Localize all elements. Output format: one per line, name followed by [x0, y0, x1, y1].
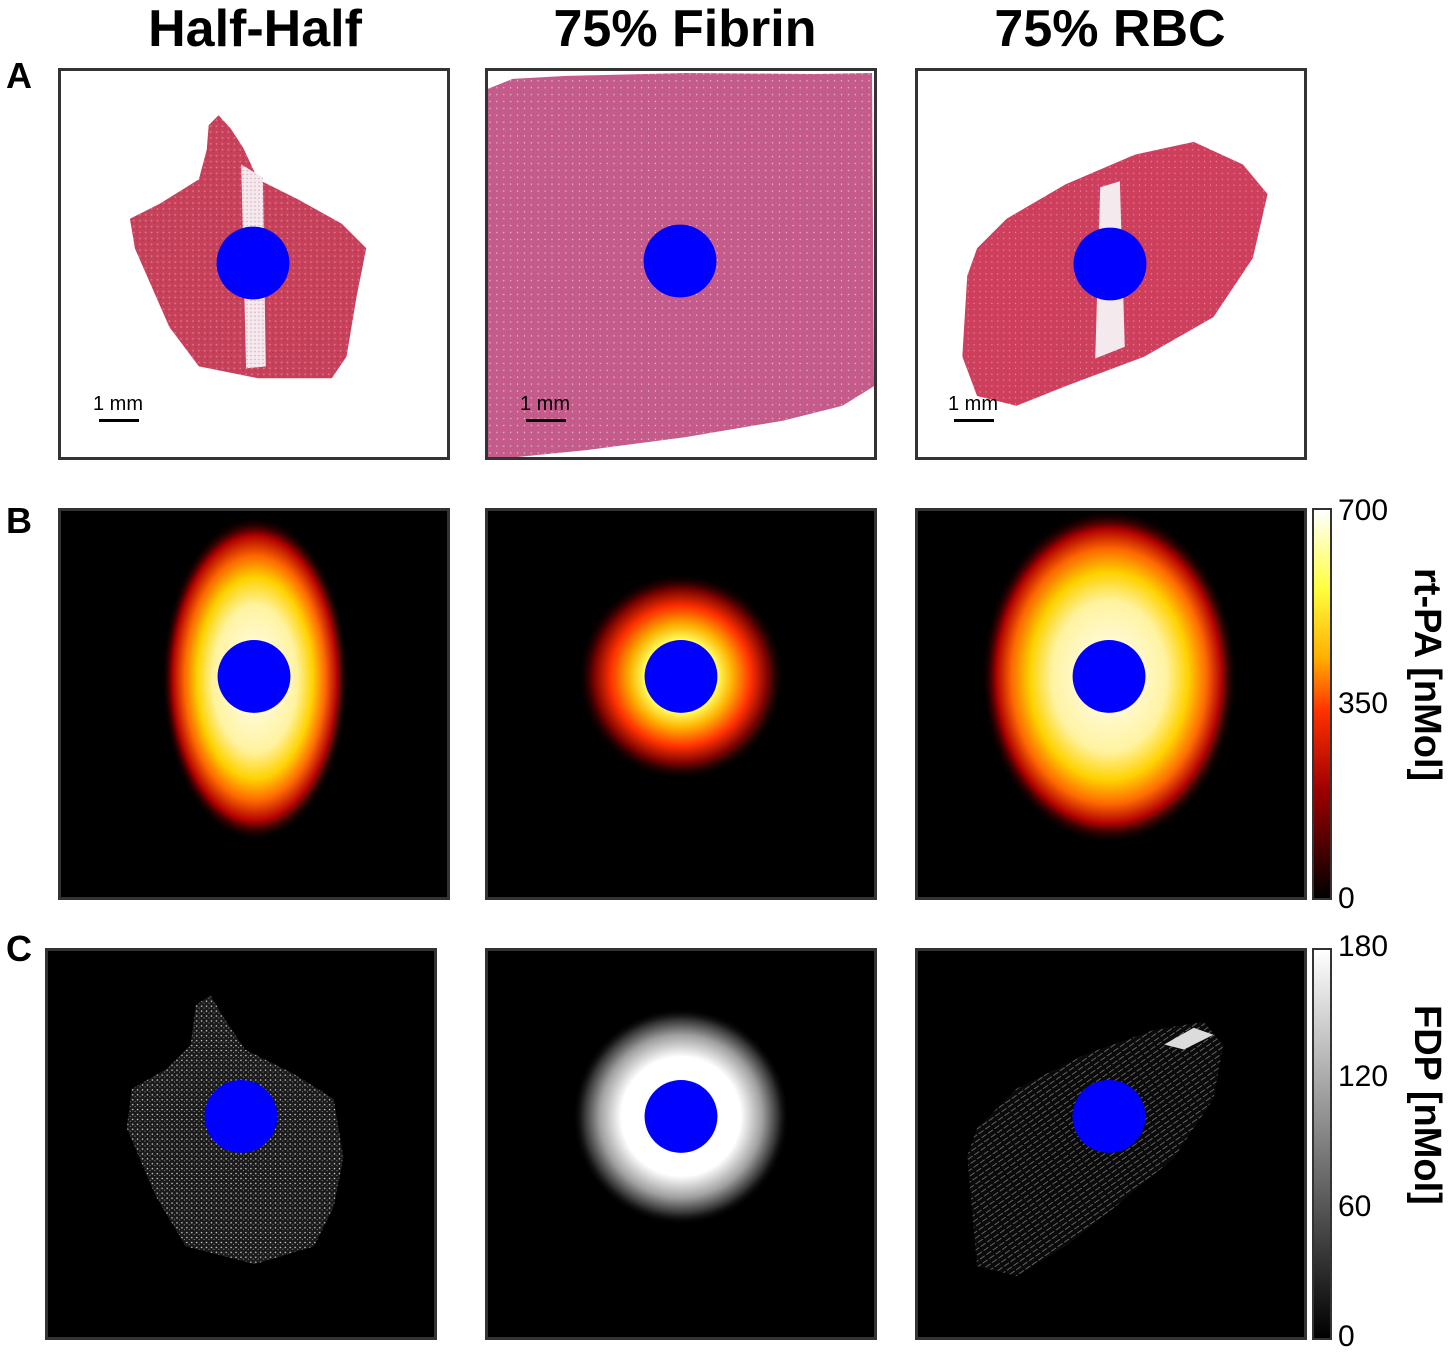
rtpa-tick-0: 0 [1338, 882, 1355, 915]
row-label-c: C [6, 928, 32, 969]
scalebar-line [954, 419, 994, 422]
center-marker [216, 226, 290, 300]
panel-b-75-rbc [915, 508, 1307, 900]
panel-a-half-half: 1 mm [58, 68, 450, 460]
fdp-tick-180: 180 [1338, 930, 1389, 963]
rtpa-map-half-half [161, 515, 349, 841]
column-title-75-rbc: 75% RBC [994, 0, 1226, 58]
scalebar-line [99, 419, 139, 422]
fdp-tick-60: 60 [1338, 1190, 1372, 1223]
histology-75-rbc [962, 141, 1268, 406]
center-marker [1073, 227, 1147, 301]
rtpa-tick-700: 700 [1338, 494, 1389, 527]
center-marker [1072, 639, 1146, 713]
fdp-tick-120: 120 [1338, 1060, 1389, 1093]
center-marker [644, 1079, 718, 1153]
row-label-a: A [6, 55, 32, 96]
center-marker [1072, 1079, 1146, 1153]
row-label-b: B [6, 500, 32, 541]
panel-c-half-half [45, 948, 437, 1340]
center-marker [204, 1079, 278, 1153]
panel-c-75-fibrin [485, 948, 877, 1340]
panel-a-75-rbc: 1 mm [915, 68, 1307, 460]
scalebar-label: 1 mm [520, 393, 570, 415]
fdp-colorbar-label: FDP [nMol] [1406, 1005, 1448, 1205]
center-marker [643, 224, 717, 298]
panel-a-75-fibrin: 1 mm [485, 68, 877, 460]
panel-b-half-half [58, 508, 450, 900]
column-title-75-fibrin: 75% Fibrin [553, 0, 817, 58]
scalebar-label: 1 mm [93, 393, 143, 415]
fdp-map-75-fibrin [572, 1008, 790, 1225]
rtpa-colorbar-label: rt-PA [nMol] [1406, 568, 1448, 782]
scalebar-label: 1 mm [948, 393, 998, 415]
rtpa-map-75-rbc [981, 511, 1238, 844]
panel-c-75-rbc [915, 948, 1307, 1340]
histology-75-fibrin [488, 72, 874, 457]
fdp-tick-0: 0 [1338, 1320, 1355, 1353]
histology-half-half [129, 115, 367, 379]
scalebar-line [526, 419, 566, 422]
center-marker [217, 639, 291, 713]
fdp-map-half-half [126, 995, 344, 1265]
fdp-map-75-rbc [967, 1021, 1224, 1276]
center-marker [644, 639, 718, 713]
panel-b-75-fibrin [485, 508, 877, 900]
column-title-half-half: Half-Half [148, 0, 362, 58]
fdp-colorbar [1312, 948, 1332, 1340]
rtpa-tick-350: 350 [1338, 687, 1389, 720]
rtpa-map-75-fibrin [577, 573, 785, 780]
rtpa-colorbar [1312, 508, 1332, 900]
